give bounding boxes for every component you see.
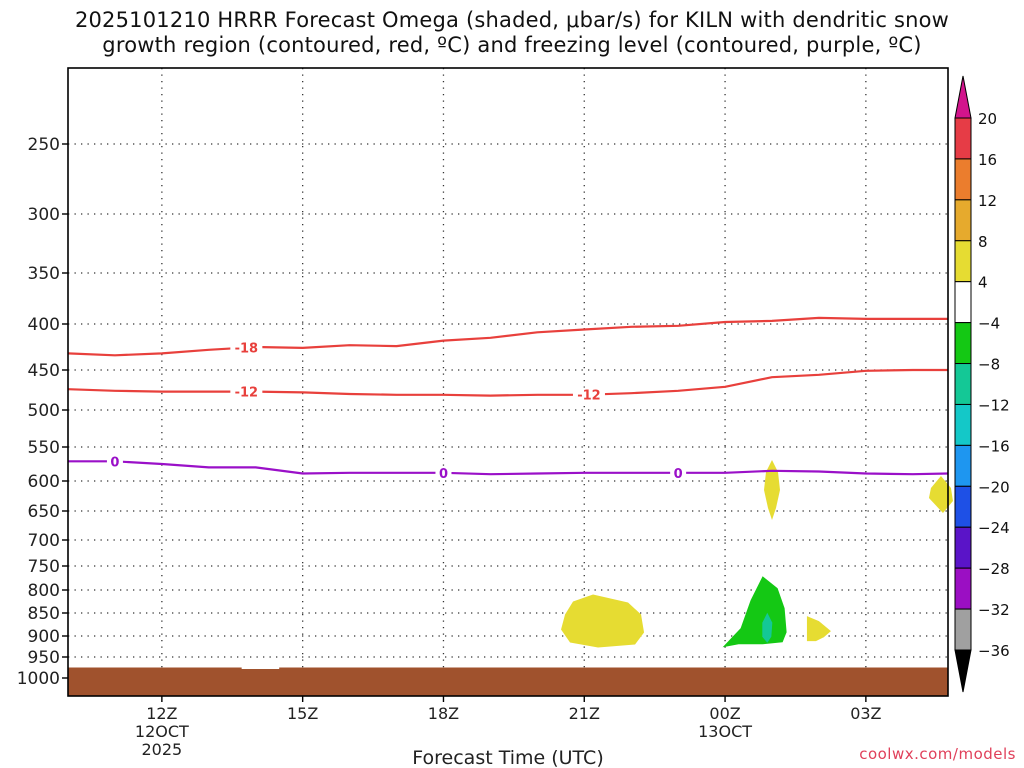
x-tick-label: 18Z bbox=[428, 704, 459, 723]
y-tick-label: 650 bbox=[28, 502, 60, 522]
y-tick-label: 600 bbox=[28, 472, 60, 492]
x-tick-label: 21Z bbox=[569, 704, 600, 723]
y-tick-label: 1000 bbox=[17, 669, 60, 689]
y-tick-label: 750 bbox=[28, 557, 60, 577]
y-tick-label: 950 bbox=[28, 648, 60, 668]
colorbar-tick-label: −24 bbox=[978, 519, 1010, 537]
colorbar-segment bbox=[954, 403, 972, 446]
contour-label: -12 bbox=[235, 386, 259, 401]
colorbar-segment bbox=[954, 240, 972, 283]
x-tick-label: 12Z bbox=[146, 704, 177, 723]
contour-label: 0 bbox=[674, 467, 683, 482]
contour-label: 0 bbox=[110, 455, 119, 470]
y-tick-label: 800 bbox=[28, 581, 60, 601]
colorbar-segment bbox=[954, 363, 972, 405]
y-tick-label: 450 bbox=[28, 361, 60, 381]
colorbar-tick-label: 4 bbox=[978, 274, 988, 292]
y-tick-label: 850 bbox=[28, 604, 60, 624]
y-tick-label: 300 bbox=[28, 205, 60, 225]
contour-label-bg bbox=[230, 340, 263, 355]
y-tick-label: 700 bbox=[28, 531, 60, 551]
omega-shade-0 bbox=[561, 594, 645, 648]
colorbar-segment bbox=[954, 608, 972, 651]
colorbar-segment bbox=[954, 526, 972, 569]
colorbar-tick-label: −8 bbox=[978, 356, 1000, 374]
colorbar-segment bbox=[954, 322, 972, 365]
colorbar-tick-label: 20 bbox=[978, 110, 997, 128]
colorbar-tick-label: −16 bbox=[978, 437, 1010, 455]
source-credit: coolwx.com/models bbox=[859, 745, 1016, 763]
colorbar-tick-label: −32 bbox=[978, 601, 1010, 619]
chart-title-line2: growth region (contoured, red, ºC) and f… bbox=[102, 33, 922, 57]
contour-label: 0 bbox=[439, 467, 448, 482]
colorbar-tick-label: −20 bbox=[978, 478, 1010, 496]
colorbar-segment bbox=[954, 158, 972, 201]
y-tick-label: 900 bbox=[28, 627, 60, 647]
y-tick-label: 250 bbox=[28, 135, 60, 155]
contour-line-1 bbox=[67, 368, 948, 397]
omega-shade-1 bbox=[764, 460, 780, 520]
x-date-label: 13OCT bbox=[698, 722, 752, 741]
y-tick-label: 550 bbox=[28, 438, 60, 458]
y-tick-label: 400 bbox=[28, 315, 60, 335]
omega-shade-5 bbox=[762, 612, 773, 643]
colorbar-tick-label: −12 bbox=[978, 396, 1010, 414]
omega-shade-2 bbox=[928, 476, 953, 513]
colorbar-segment bbox=[954, 567, 972, 610]
colorbar-tick-label: 8 bbox=[978, 233, 988, 251]
y-tick-label: 500 bbox=[28, 401, 60, 421]
x-tick-label: 00Z bbox=[709, 704, 740, 723]
colorbar-top-arrow bbox=[954, 75, 972, 119]
colorbar-segment bbox=[954, 485, 972, 528]
omega-shade-3 bbox=[806, 616, 831, 642]
colorbar-tick-label: 16 bbox=[978, 151, 997, 169]
colorbar-segment bbox=[954, 199, 972, 242]
contour-label-bg bbox=[670, 465, 687, 480]
below-ground-fill bbox=[68, 667, 948, 696]
colorbar-segment bbox=[954, 444, 972, 487]
colorbar-tick-label: 12 bbox=[978, 192, 997, 210]
y-tick-label: 350 bbox=[28, 264, 60, 284]
x-tick-label: 03Z bbox=[850, 704, 881, 723]
contour-label-bg bbox=[572, 387, 605, 402]
chart-title-line1: 2025101210 HRRR Forecast Omega (shaded, … bbox=[74, 8, 950, 32]
contour-label: -12 bbox=[577, 389, 601, 404]
contour-label-bg bbox=[230, 384, 263, 399]
colorbar-segment bbox=[954, 117, 972, 160]
contour-line-0 bbox=[67, 316, 948, 357]
x-date-label: 12OCT bbox=[135, 722, 189, 741]
x-axis-title: Forecast Time (UTC) bbox=[412, 747, 603, 768]
colorbar-tick-label: −4 bbox=[978, 315, 1000, 333]
colorbar-tick-label: −36 bbox=[978, 642, 1010, 660]
colorbar-bottom-arrow bbox=[954, 649, 972, 693]
colorbar-tick-label: −28 bbox=[978, 560, 1010, 578]
contour-line-2 bbox=[68, 460, 949, 476]
x-year-label: 2025 bbox=[142, 740, 183, 759]
contour-label-bg bbox=[435, 465, 452, 480]
plot-frame bbox=[67, 67, 949, 697]
colorbar-segment bbox=[954, 281, 972, 324]
contour-label: -18 bbox=[235, 342, 259, 357]
x-tick-label: 15Z bbox=[287, 704, 318, 723]
contour-label-bg bbox=[106, 454, 123, 469]
